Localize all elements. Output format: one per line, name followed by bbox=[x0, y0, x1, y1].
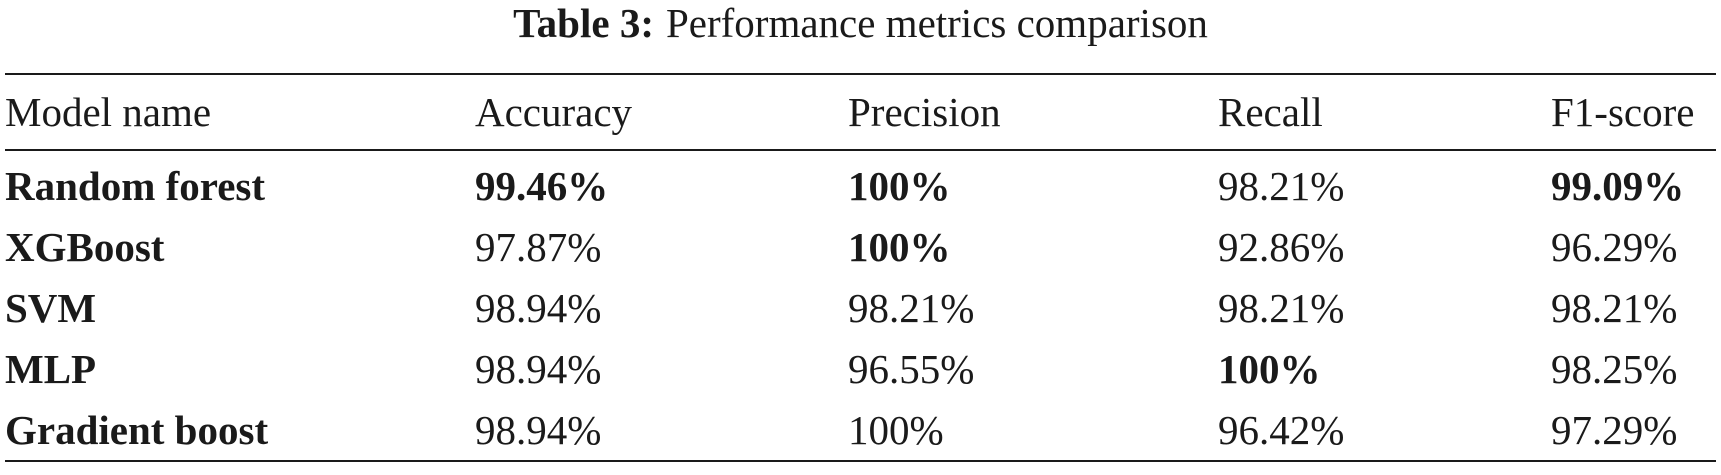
cell-model: SVM bbox=[5, 284, 97, 331]
header-row: Model name Accuracy Precision Recall F1-… bbox=[5, 74, 1716, 150]
cell-f1-score: 96.29% bbox=[1551, 223, 1678, 270]
table-body: Random forest 99.46% 100% 98.21% 99.09% … bbox=[5, 150, 1716, 461]
table-caption-label: Table 3: bbox=[513, 0, 654, 46]
cell-precision: 100% bbox=[848, 162, 951, 209]
table-row: MLP 98.94% 96.55% 100% 98.25% bbox=[5, 338, 1716, 399]
table-row: Random forest 99.46% 100% 98.21% 99.09% bbox=[5, 150, 1716, 216]
cell-f1-score: 97.29% bbox=[1551, 406, 1678, 453]
cell-accuracy: 99.46% bbox=[475, 162, 609, 209]
cell-precision: 100% bbox=[848, 223, 951, 270]
header-model-name: Model name bbox=[5, 89, 212, 135]
cell-recall: 98.21% bbox=[1218, 284, 1345, 331]
cell-recall: 96.42% bbox=[1218, 406, 1345, 453]
performance-metrics-table: Model name Accuracy Precision Recall F1-… bbox=[5, 73, 1716, 462]
cell-f1-score: 98.21% bbox=[1551, 284, 1678, 331]
table-caption-text: Performance metrics comparison bbox=[665, 0, 1208, 46]
cell-precision: 98.21% bbox=[848, 284, 975, 331]
table-header: Model name Accuracy Precision Recall F1-… bbox=[5, 74, 1716, 150]
cell-recall: 100% bbox=[1218, 345, 1321, 392]
header-recall: Recall bbox=[1218, 89, 1323, 135]
cell-precision: 96.55% bbox=[848, 345, 975, 392]
cell-accuracy: 97.87% bbox=[475, 223, 602, 270]
cell-f1-score: 99.09% bbox=[1551, 162, 1685, 209]
table-row: XGBoost 97.87% 100% 92.86% 96.29% bbox=[5, 216, 1716, 277]
table-caption: Table 3: Performance metrics comparison bbox=[0, 0, 1721, 50]
header-accuracy: Accuracy bbox=[475, 89, 633, 135]
cell-recall: 92.86% bbox=[1218, 223, 1345, 270]
cell-model: Gradient boost bbox=[5, 406, 269, 453]
cell-precision: 100% bbox=[848, 406, 944, 453]
header-precision: Precision bbox=[848, 89, 1001, 135]
cell-accuracy: 98.94% bbox=[475, 345, 602, 392]
cell-recall: 98.21% bbox=[1218, 162, 1345, 209]
cell-model: Random forest bbox=[5, 162, 266, 209]
table-row: Gradient boost 98.94% 100% 96.42% 97.29% bbox=[5, 399, 1716, 461]
header-f1-score: F1-score bbox=[1551, 89, 1695, 135]
cell-model: XGBoost bbox=[5, 223, 165, 270]
cell-f1-score: 98.25% bbox=[1551, 345, 1678, 392]
table-row: SVM 98.94% 98.21% 98.21% 98.21% bbox=[5, 277, 1716, 338]
cell-accuracy: 98.94% bbox=[475, 406, 602, 453]
cell-model: MLP bbox=[5, 345, 97, 392]
cell-accuracy: 98.94% bbox=[475, 284, 602, 331]
